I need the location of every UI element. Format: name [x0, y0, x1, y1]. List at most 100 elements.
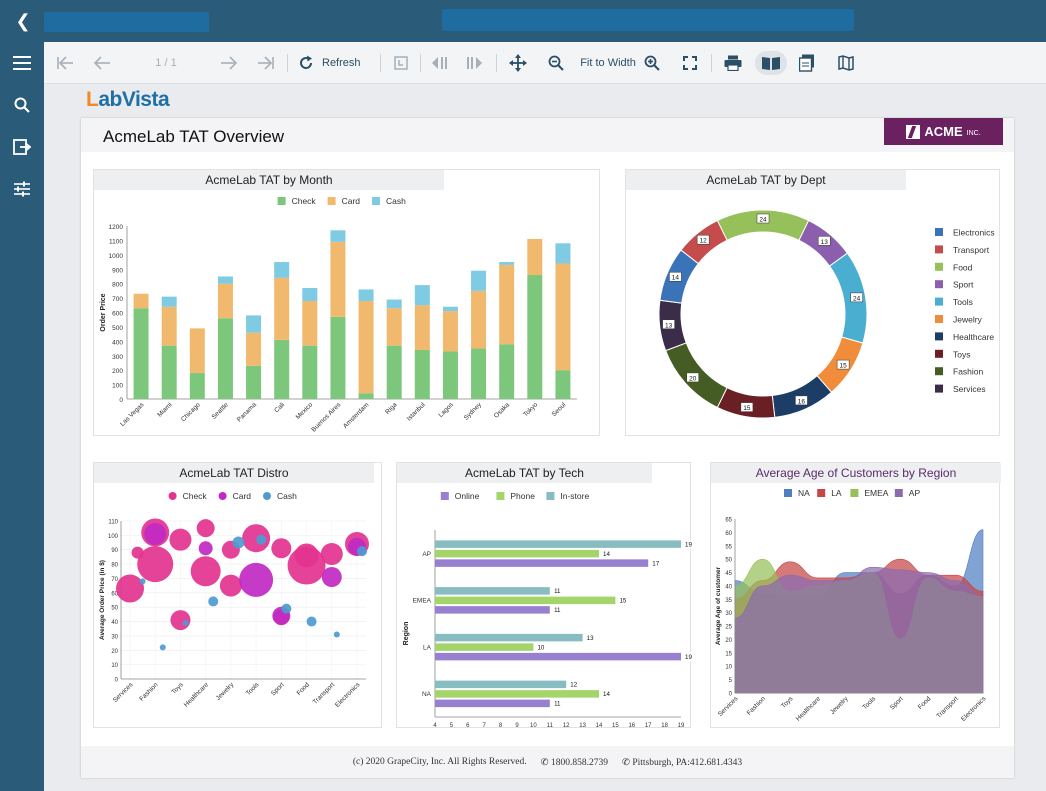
y-tick-label: 100 [108, 534, 119, 540]
x-tick-label: 15 [612, 723, 619, 729]
legend-label: Online [455, 491, 480, 501]
fullscreen-icon[interactable] [679, 51, 701, 75]
search-icon[interactable] [9, 92, 35, 118]
bar-segment [358, 393, 374, 399]
back-arrow-icon[interactable]: ❮ [15, 11, 31, 31]
bar-segment [386, 345, 402, 399]
tat-by-month-panel: AcmeLab TAT by Month Check Card Cash 0 100 20… [93, 169, 600, 436]
legend-swatch [935, 297, 943, 306]
refresh-button[interactable]: Refresh [298, 51, 374, 75]
legend-swatch [168, 492, 177, 500]
data-label: 20 [689, 375, 697, 382]
history-back-icon[interactable] [428, 51, 450, 75]
legend-swatch [784, 489, 792, 497]
y-tick-label: 5 [729, 678, 733, 684]
y-tick-label: 20 [725, 638, 732, 644]
history-forward-icon[interactable] [464, 51, 486, 75]
zoom-out-icon[interactable] [545, 51, 567, 75]
parameters-icon[interactable] [9, 176, 35, 202]
page-indicator[interactable]: 1 / 1 [155, 57, 177, 69]
legend-label: Phone [510, 491, 535, 501]
x-tick-label: Healthcare [183, 681, 210, 708]
bar [435, 559, 649, 567]
x-tick-label: Seattle [211, 401, 231, 421]
labvista-logo: LabVista [86, 88, 170, 111]
toolbar-divider [711, 54, 712, 72]
y-tick-label: LA [423, 644, 432, 651]
x-tick-label: Mexico [295, 401, 315, 421]
x-tick-label: Fashion [138, 681, 160, 703]
bar-segment [274, 339, 290, 399]
bar-segment [527, 238, 543, 276]
bar-segment [555, 243, 571, 264]
data-label: 11 [554, 588, 561, 595]
x-tick-label: Food [917, 695, 933, 711]
tat-by-tech-panel: AcmeLab TAT by Tech Online Phone In-store 4… [396, 462, 692, 729]
last-page-icon[interactable] [255, 51, 277, 75]
y-tick-label: 0 [115, 678, 119, 684]
bar-segment [471, 290, 487, 349]
pan-mode-icon[interactable] [507, 51, 529, 75]
bar [435, 652, 681, 661]
y-tick-label: 20 [111, 649, 118, 655]
legend-label: Services [953, 384, 986, 394]
continuous-view-icon[interactable] [796, 51, 818, 75]
back-to-parent-icon[interactable] [390, 51, 412, 75]
legend-label: Fashion [953, 367, 984, 377]
bubble-point [271, 538, 292, 559]
x-tick-label: Seoul [551, 401, 568, 418]
y-tick-label: 1000 [109, 253, 124, 260]
bar-segment [386, 299, 402, 309]
chart-title: AcmeLab TAT by Month [94, 170, 444, 190]
x-tick-label: Food [296, 681, 312, 697]
bar [435, 690, 599, 698]
next-page-icon[interactable] [218, 51, 240, 75]
legend-swatch [817, 489, 826, 497]
data-label: 13 [665, 322, 673, 329]
x-tick-label: Transport [935, 695, 960, 720]
legend-label: Electronics [953, 228, 995, 238]
legend-swatch [935, 228, 943, 236]
x-tick-label: Tokyo [522, 401, 539, 418]
data-label-box [584, 633, 596, 642]
galley-mode-icon[interactable] [835, 51, 857, 75]
previous-page-icon[interactable] [91, 51, 113, 75]
data-label: 15 [743, 405, 751, 412]
x-tick-label: Las Vegas [119, 401, 146, 428]
legend-label: Check [292, 196, 317, 206]
legend-label: Tools [953, 297, 973, 307]
bar-segment [302, 345, 318, 399]
x-tick-label: Services [717, 695, 740, 718]
x-tick-label: Cali [273, 401, 286, 414]
app-title-bar [44, 12, 209, 32]
header-info-bar [442, 9, 854, 31]
x-tick-label: Buenos Aires [310, 401, 343, 434]
legend-swatch [218, 492, 227, 500]
x-tick-label: Miami [156, 401, 173, 418]
zoom-in-icon[interactable] [641, 51, 663, 75]
bar [435, 643, 534, 651]
x-tick-label: Sport [270, 681, 286, 697]
bar-segment [442, 311, 458, 352]
bubble-point [159, 644, 166, 651]
viewer-toolbar: 1 / 1 Refresh Fit to Width [44, 42, 1046, 84]
bubble-point [281, 603, 292, 614]
bar-segment [330, 241, 346, 317]
zoom-mode-select[interactable]: Fit to Width [580, 57, 636, 69]
bar [435, 699, 550, 708]
legend-swatch [546, 492, 555, 500]
legend-label: Check [183, 491, 208, 501]
menu-icon[interactable] [9, 50, 35, 76]
bubble-point [239, 562, 274, 597]
export-icon[interactable] [9, 134, 35, 160]
bubble-point [137, 546, 174, 583]
bubble-point [320, 543, 343, 566]
y-tick-label: 90 [111, 548, 118, 554]
y-tick-label: 40 [725, 584, 732, 590]
bar-segment [358, 289, 374, 301]
print-icon[interactable] [722, 51, 744, 75]
data-label-box [662, 319, 675, 330]
first-page-icon[interactable] [54, 51, 76, 75]
legend-label: Jewelry [953, 315, 983, 325]
single-page-view-icon[interactable] [755, 51, 787, 75]
